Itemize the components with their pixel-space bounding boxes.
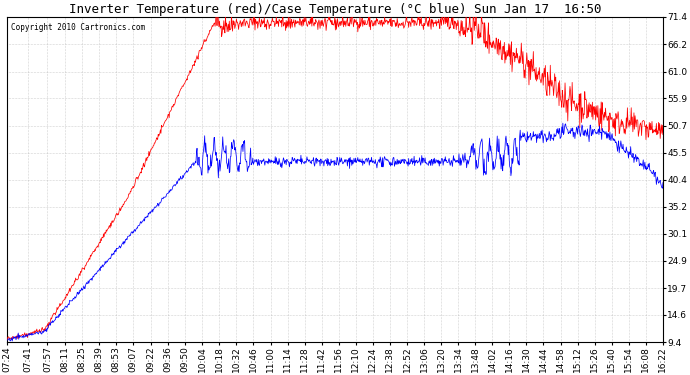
Text: Copyright 2010 Cartronics.com: Copyright 2010 Cartronics.com: [10, 24, 145, 33]
Title: Inverter Temperature (red)/Case Temperature (°C blue) Sun Jan 17  16:50: Inverter Temperature (red)/Case Temperat…: [69, 3, 602, 16]
